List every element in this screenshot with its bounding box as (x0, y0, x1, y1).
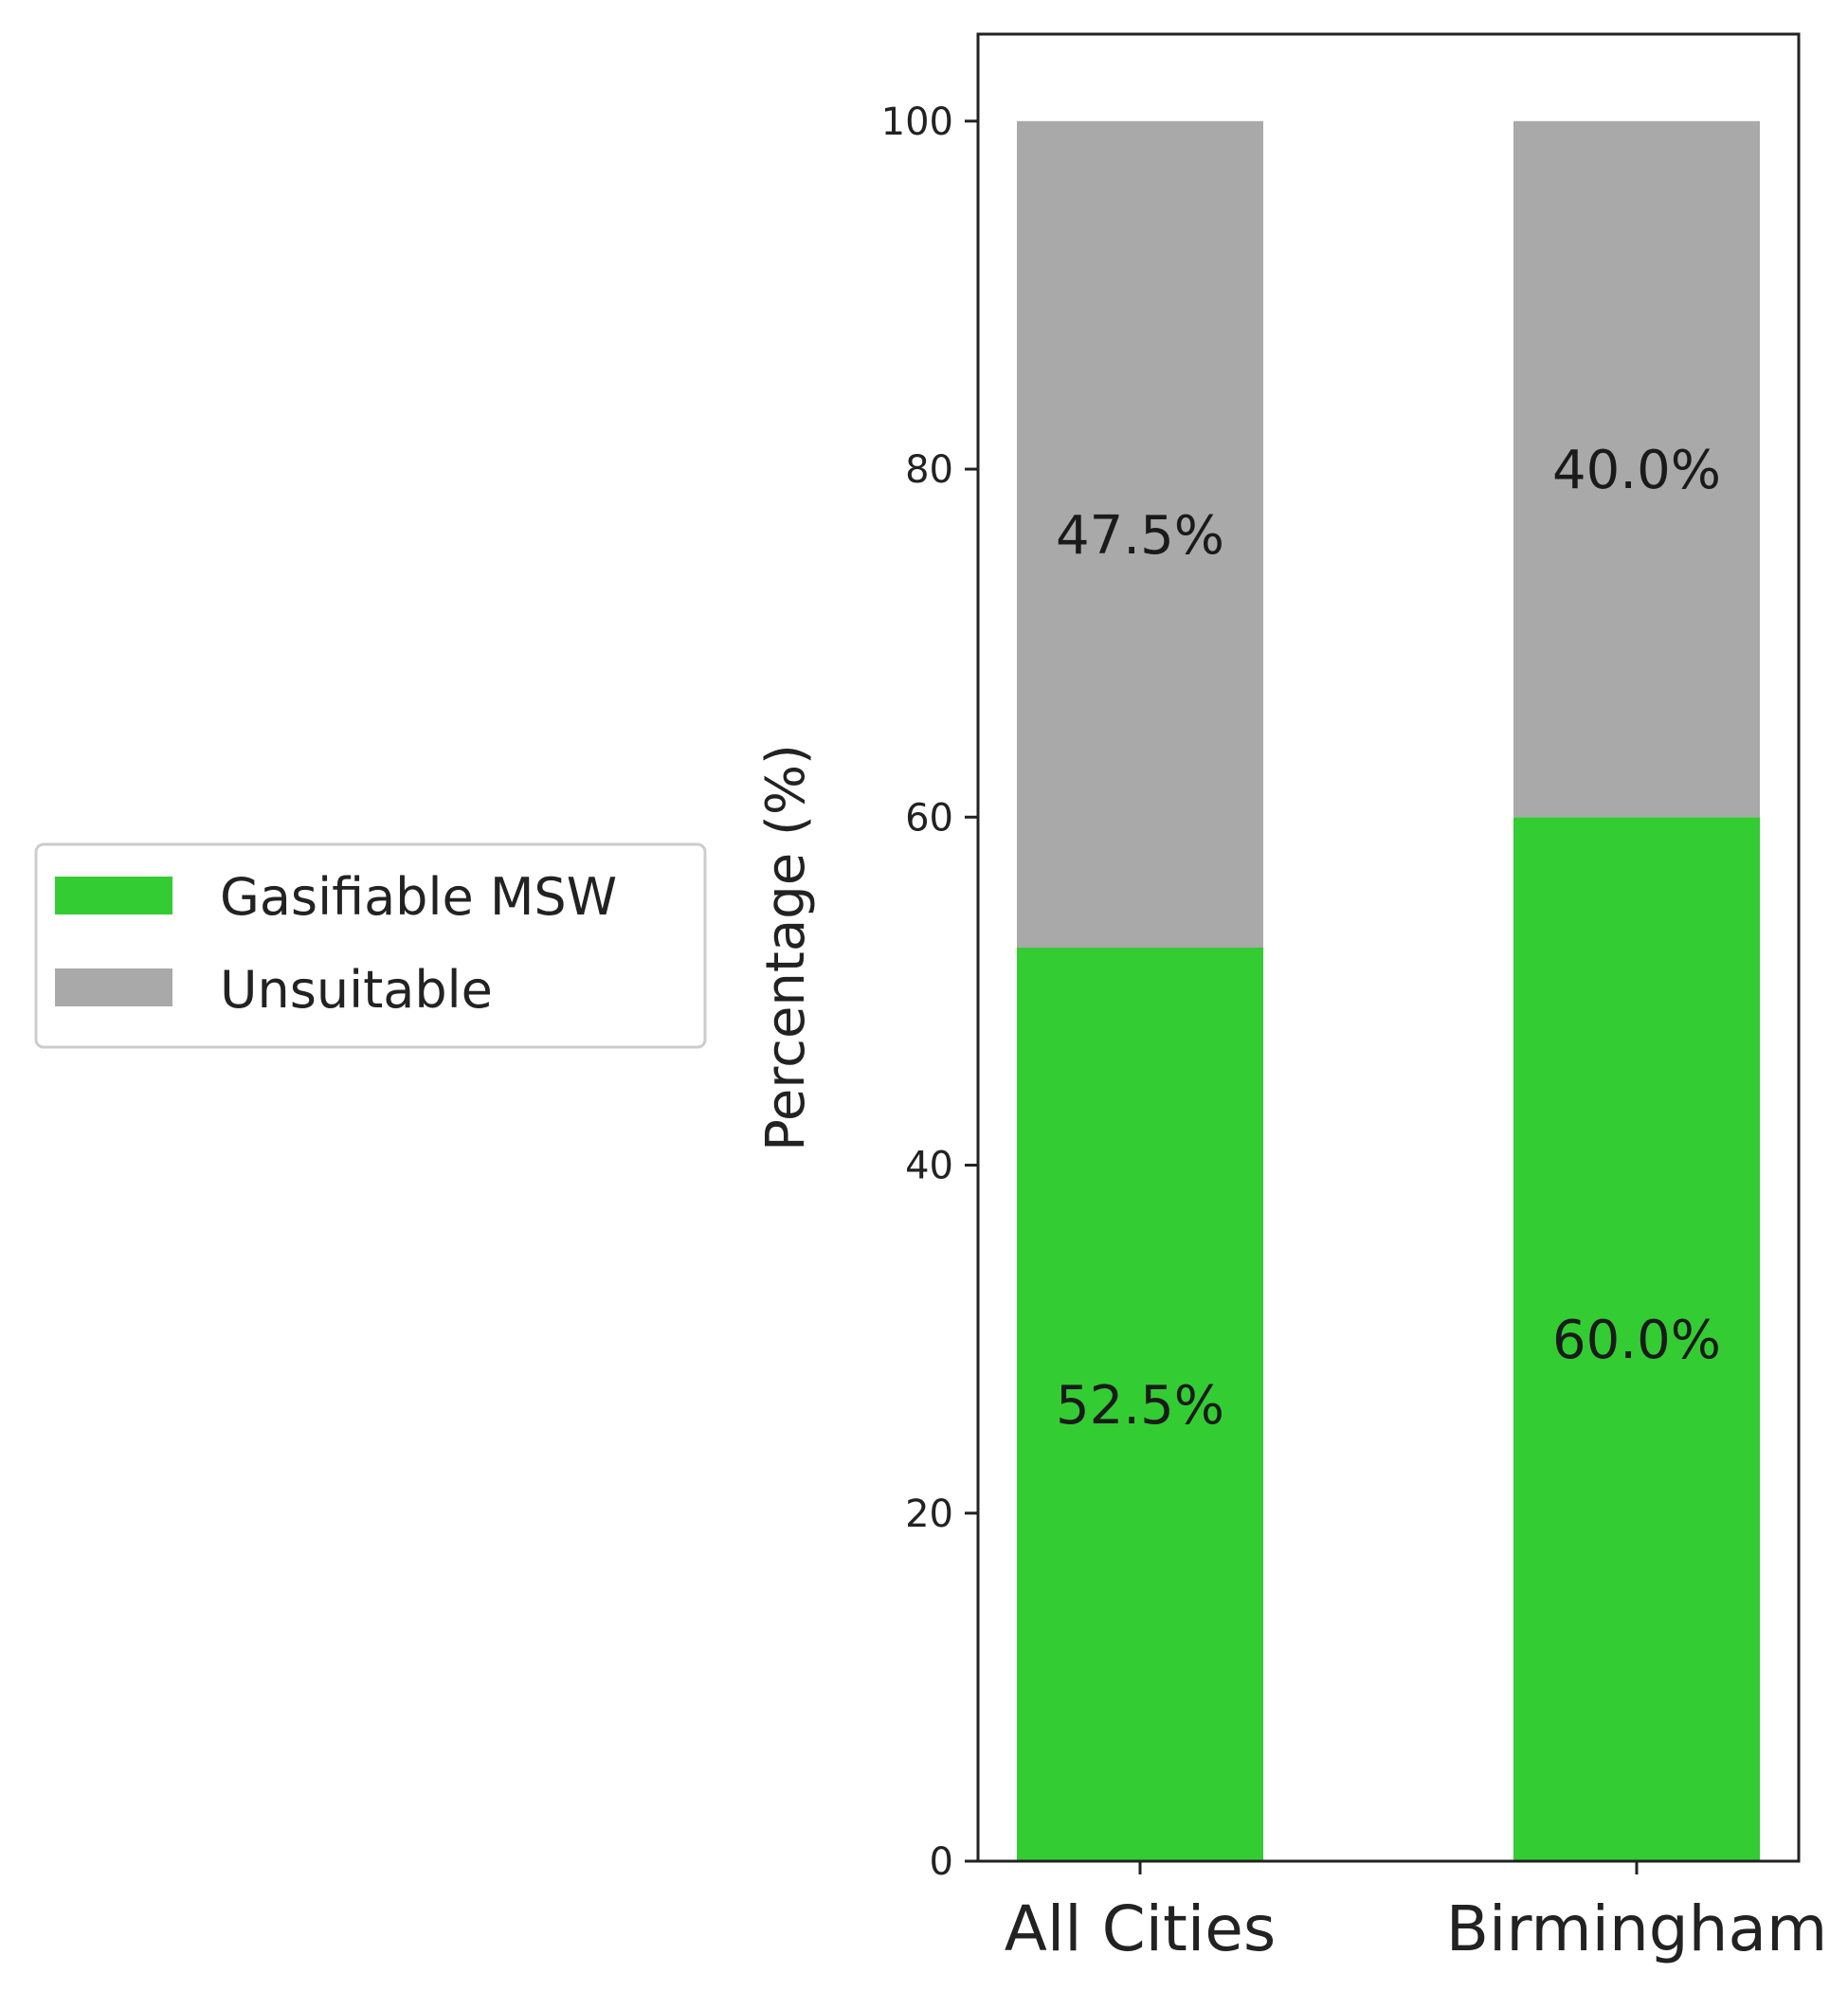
bar-birmingham-unsuitable (1513, 120, 1760, 818)
y-tick-label-60: 60 (905, 796, 953, 840)
legend-frame (34, 842, 707, 1049)
x-axis: All Cities Birmingham (1005, 1861, 1827, 1965)
y-tick-label-20: 20 (905, 1493, 953, 1536)
y-axis-title: Percentage (%) (755, 744, 817, 1151)
data-labels-layer: 52.5% 47.5% 60.0% 40.0% (1056, 440, 1721, 1437)
y-tick-label-40: 40 (905, 1145, 953, 1188)
bar-all-cities-unsuitable (1017, 120, 1263, 949)
bar-all-cities-gasifiable-msw (1017, 948, 1263, 1861)
bars-layer (1017, 120, 1760, 1862)
legend-swatch-gasifiable-msw (55, 877, 172, 914)
bar-birmingham-gasifiable-msw (1513, 817, 1760, 1862)
y-tick-label-80: 80 (905, 448, 953, 492)
y-tick-label-100: 100 (881, 100, 953, 144)
y-tick-label-0: 0 (930, 1840, 953, 1884)
y-axis: 0 20 40 60 80 100 (881, 100, 978, 1884)
legend-label-gasifiable-msw: Gasifiable MSW (220, 867, 617, 927)
x-tick-label-birmingham: Birmingham (1446, 1892, 1828, 1965)
legend: Gasifiable MSW Unsuitable (34, 842, 707, 1049)
legend-label-unsuitable: Unsuitable (220, 960, 493, 1020)
legend-swatch-unsuitable (55, 968, 172, 1006)
data-label-all-cities-gasifiable-msw: 52.5% (1056, 1375, 1224, 1437)
x-tick-label-all-cities: All Cities (1005, 1892, 1276, 1965)
plot-frame (976, 32, 1801, 1863)
data-label-birmingham-gasifiable-msw: 60.0% (1552, 1310, 1721, 1371)
data-label-all-cities-unsuitable: 47.5% (1056, 505, 1224, 567)
data-label-birmingham-unsuitable: 40.0% (1552, 440, 1721, 501)
